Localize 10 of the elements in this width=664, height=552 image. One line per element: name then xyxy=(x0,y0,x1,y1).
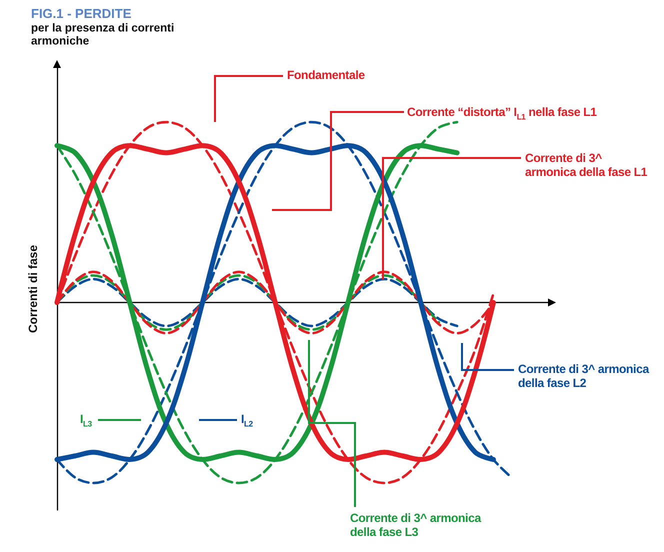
text: Corrente “distorta” I$_{L1}$ nella fase L1 xyxy=(407,105,597,124)
annotation: Corrente di 3^ armonica della fase L2 xyxy=(518,362,650,390)
text: Corrente di 3^ armonica della fase L3 xyxy=(350,511,482,539)
chart-subtitle: per la presenza di correnti armoniche xyxy=(31,22,178,48)
text: Fondamentale xyxy=(287,68,365,82)
annotation: I$_{L3}$ xyxy=(80,412,92,430)
chart-title: FIG.1 - PERDITE xyxy=(31,6,132,21)
annotation: Corrente di 3^ armonica della fase L1 xyxy=(525,151,648,179)
y-axis-title: Correnti di fase xyxy=(26,244,40,334)
annotation: I$_{L2}$ xyxy=(241,412,253,430)
